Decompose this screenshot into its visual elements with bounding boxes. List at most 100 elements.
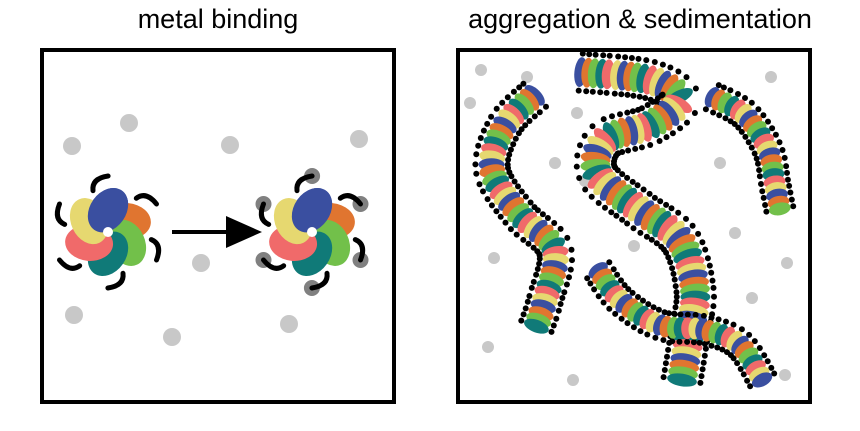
- subunit-segment: [668, 234, 696, 253]
- subunit: [87, 187, 129, 233]
- bound-metal-dot: [630, 92, 637, 99]
- bound-metal-dot: [511, 178, 518, 185]
- bound-metal-dot: [615, 53, 622, 60]
- bound-metal-dot: [606, 259, 613, 266]
- bound-metal-dot: [701, 352, 708, 359]
- bound-metal-dot: [710, 284, 717, 291]
- bound-metal-dot: [630, 324, 637, 331]
- bound-metal-dot: [734, 360, 741, 367]
- bound-metal-dot: [512, 135, 519, 142]
- bound-metal-dot: [748, 99, 755, 106]
- bound-metal-dot: [657, 198, 664, 205]
- bound-metal-dot: [700, 359, 707, 366]
- bound-metal-dot: [634, 182, 641, 189]
- metal-ion: [714, 157, 726, 169]
- bound-metal-dot: [691, 110, 698, 116]
- bound-metal-dot: [742, 95, 748, 101]
- bound-metal-dot: [632, 145, 639, 152]
- bound-metal-dot: [515, 183, 521, 190]
- bound-metal-dot: [630, 225, 637, 232]
- bound-metal-dot: [528, 284, 535, 291]
- bound-metal-dot: [643, 57, 650, 64]
- bound-metal-dot: [508, 173, 515, 180]
- bound-metal-dot: [600, 299, 607, 306]
- bound-metal-dot: [614, 167, 621, 174]
- bound-metal-dot: [513, 231, 520, 238]
- panel-title-metal-binding: metal binding: [137, 4, 299, 34]
- bound-metal-dot: [520, 80, 527, 87]
- bound-metal-dot: [543, 103, 549, 110]
- subunit-segment: [653, 104, 673, 131]
- bound-metal-dot: [720, 84, 727, 91]
- bound-metal-dot: [516, 84, 523, 91]
- bound-metal-dot: [684, 119, 690, 126]
- bound-metal-dot: [722, 115, 729, 122]
- bound-metal-dot: [536, 109, 543, 116]
- bound-metal-dot: [667, 64, 674, 71]
- binding-arm: [261, 257, 287, 271]
- bound-metal-dot: [769, 125, 776, 132]
- binding-arm: [90, 173, 111, 194]
- bound-metal-dot: [635, 294, 641, 300]
- bound-metal-dot: [600, 116, 607, 123]
- binding-arm: [133, 193, 159, 207]
- bound-metal-dot: [544, 215, 551, 221]
- bound-metal-dot: [609, 113, 615, 120]
- bound-metal-dot: [624, 91, 631, 98]
- bound-metal-dot: [710, 303, 717, 310]
- bound-metal-dot: [534, 207, 541, 214]
- bound-metal-dot: [587, 280, 594, 287]
- bound-metal-dot: [522, 305, 529, 312]
- bound-metal-dot: [586, 51, 593, 58]
- metal-ion: [781, 257, 793, 269]
- bound-metal-dot: [499, 99, 506, 106]
- subunit-segment: [524, 85, 545, 106]
- bound-metal-dot: [637, 229, 644, 236]
- bound-metal-dot: [652, 334, 659, 341]
- subunit-segment: [627, 196, 649, 222]
- bound-metal-dot: [790, 203, 797, 210]
- bound-metal-dot: [708, 342, 715, 349]
- bound-metal-dot: [581, 132, 588, 139]
- bound-metal-dot: [745, 139, 752, 146]
- bound-metal-dot: [672, 304, 679, 311]
- bound-metal-dot: [661, 367, 668, 373]
- bound-metal-dot: [669, 130, 676, 137]
- metal-ion: [549, 157, 561, 169]
- bound-metal-dot: [530, 278, 537, 285]
- bound-metal-dot: [772, 131, 779, 138]
- binding-arm: [105, 270, 126, 291]
- bound-metal-dot: [628, 55, 635, 61]
- bound-metal-dot: [629, 289, 636, 296]
- bound-metal-dot: [669, 265, 676, 272]
- subunit-segment: [657, 215, 678, 241]
- bound-metal-dot: [648, 236, 655, 243]
- bound-metal-dot: [730, 355, 737, 362]
- bound-metal-dot: [683, 215, 689, 222]
- bound-metal-dot: [711, 293, 717, 300]
- binding-arm: [258, 201, 272, 227]
- bound-metal-dot: [526, 118, 533, 124]
- metal-ion: [475, 64, 487, 76]
- binding-arm: [54, 201, 68, 227]
- subunit-segment: [582, 164, 612, 180]
- bound-metal-dot: [576, 175, 583, 181]
- metal-ion: [120, 114, 138, 132]
- bound-metal-dot: [568, 246, 575, 253]
- subunit-segment: [634, 200, 655, 226]
- subunit-segment: [493, 116, 517, 134]
- subunit-segment: [593, 128, 617, 152]
- bound-metal-dot: [656, 138, 663, 144]
- subunit-segment: [609, 289, 628, 308]
- bound-metal-dot: [676, 338, 683, 345]
- bound-metal-dot: [510, 141, 517, 148]
- bound-metal-dot: [488, 113, 495, 120]
- bound-metal-dot: [671, 311, 678, 318]
- bound-metal-dot: [577, 142, 583, 149]
- bound-metal-dot: [650, 304, 657, 311]
- subunit-segment: [593, 171, 617, 196]
- bound-metal-dot: [759, 188, 766, 195]
- metal-ion: [521, 71, 533, 83]
- bound-metal-dot: [755, 106, 762, 113]
- central-pore: [307, 227, 317, 237]
